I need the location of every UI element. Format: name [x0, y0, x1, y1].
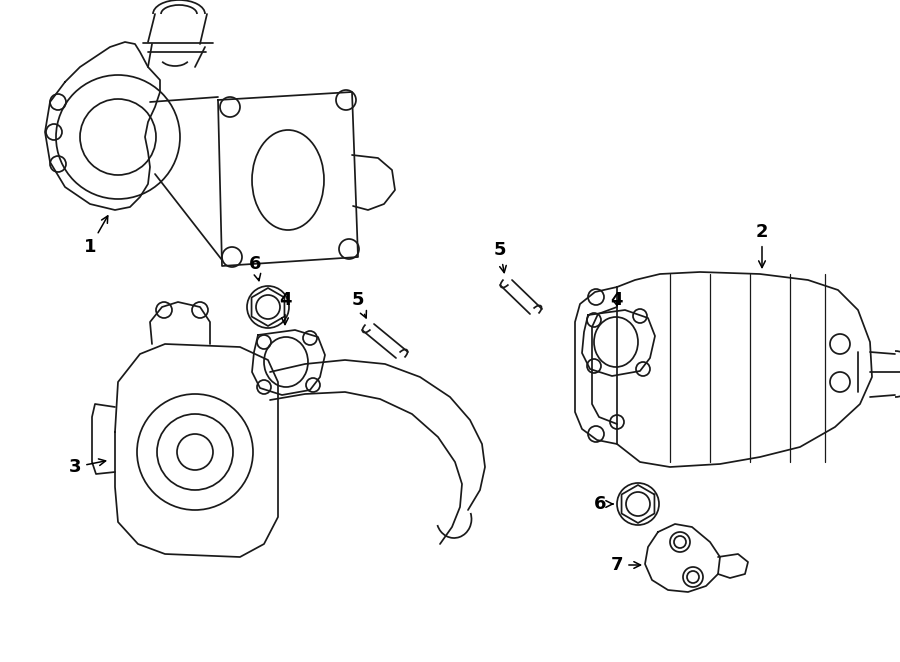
Text: 6: 6: [248, 255, 261, 281]
Text: 5: 5: [352, 291, 366, 318]
Text: 4: 4: [279, 291, 292, 324]
Text: 5: 5: [494, 241, 507, 273]
Text: 2: 2: [756, 223, 769, 267]
Text: 3: 3: [68, 458, 105, 476]
Text: 4: 4: [610, 291, 622, 309]
Text: 6: 6: [594, 495, 613, 513]
Text: 1: 1: [84, 216, 108, 256]
Text: 7: 7: [611, 556, 641, 574]
